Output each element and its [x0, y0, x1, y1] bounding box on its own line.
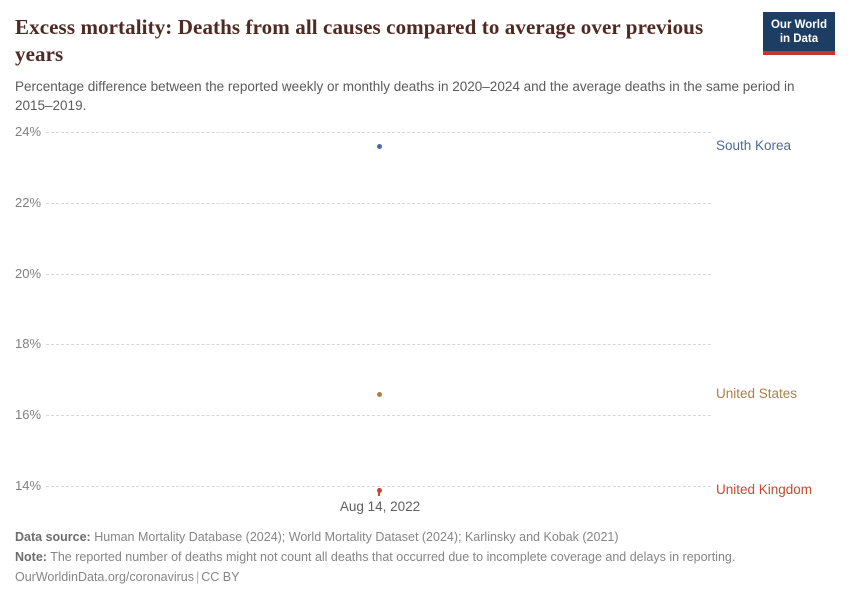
note-label: Note: [15, 550, 47, 564]
y-axis-tick-label: 20% [15, 265, 42, 281]
y-axis-tick-label: 24% [15, 124, 42, 139]
data-point-united-kingdom[interactable] [377, 487, 382, 493]
y-axis-tick-label: 14% [15, 478, 42, 493]
y-gridline [46, 486, 711, 487]
owid-logo-line2: in Data [779, 33, 819, 45]
note-text: The reported number of deaths might not … [50, 550, 736, 564]
owid-url: OurWorldinData.org/coronavirus [15, 570, 195, 584]
y-axis-tick-label: 22% [15, 194, 42, 210]
owid-logo-line1: Our World [770, 19, 827, 31]
page-title: Excess mortality: Deaths from all causes… [15, 15, 704, 66]
chart-footer: Data source: Human Mortality Database (2… [15, 527, 835, 587]
series-label-united-kingdom[interactable]: United Kingdom [716, 481, 813, 497]
y-gridline [46, 273, 711, 275]
y-gridline [46, 132, 711, 133]
x-axis-label: Aug 14, 2022 [339, 499, 421, 514]
chart-header: Excess mortality: Deaths from all causes… [15, 12, 835, 115]
series-label-south-korea[interactable]: South Korea [716, 138, 792, 154]
y-gridline [46, 344, 711, 346]
owid-logo: Our World in Data [762, 12, 835, 55]
data-point-south-korea[interactable] [377, 144, 382, 150]
license-label: CC BY [201, 570, 240, 584]
y-axis-tick-label: 16% [15, 407, 42, 423]
license-separator: | [196, 570, 200, 584]
y-gridline [46, 202, 711, 204]
data-source-line: Data source: Human Mortality Database (2… [15, 527, 835, 547]
data-source-label: Data source: [15, 530, 91, 544]
series-label-united-states[interactable]: United States [716, 385, 798, 401]
note-line: Note: The reported number of deaths migh… [15, 547, 835, 567]
license-line: OurWorldinData.org/coronavirus | CC BY [15, 567, 835, 587]
data-point-united-states[interactable] [377, 391, 382, 397]
y-gridline [46, 415, 711, 417]
chart-subtitle: Percentage difference between the report… [15, 79, 795, 113]
y-axis-tick-label: 18% [15, 336, 42, 352]
data-source-text: Human Mortality Database (2024); World M… [94, 530, 619, 544]
